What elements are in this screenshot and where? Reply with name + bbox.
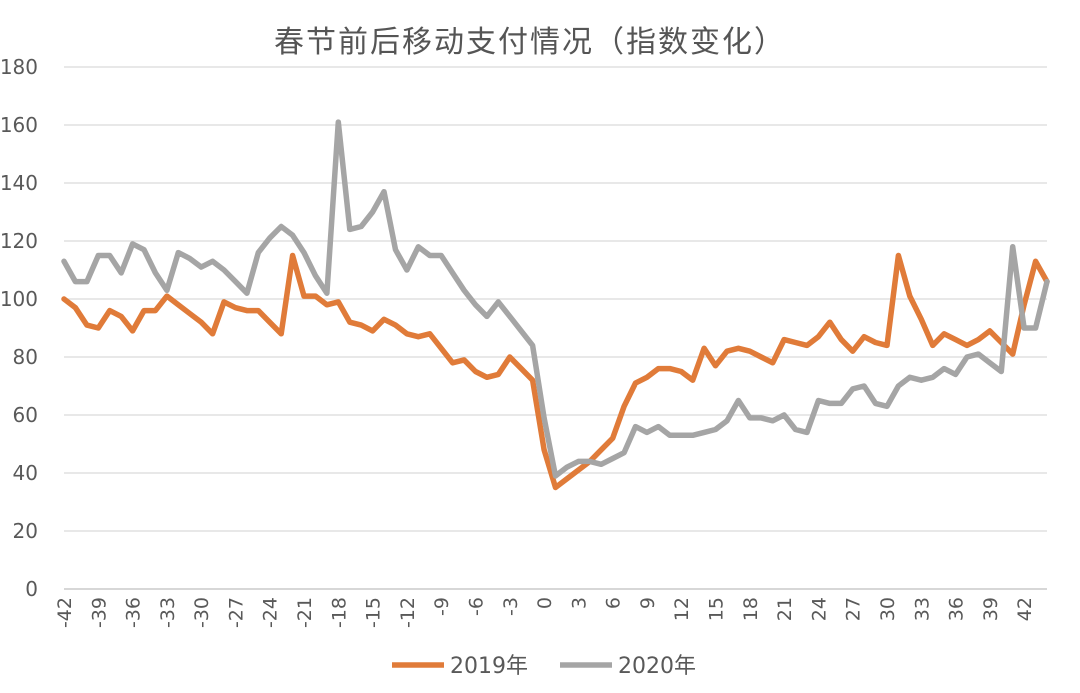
y-tick-label: 20	[13, 519, 38, 543]
x-tick-label: -6	[465, 597, 487, 616]
y-tick-label: 60	[13, 403, 38, 427]
x-tick-label: -36	[123, 597, 145, 628]
legend-label: 2020年	[618, 654, 696, 679]
x-tick-label: 12	[671, 597, 693, 621]
y-tick-label: 0	[25, 577, 38, 601]
x-tick-label: 36	[946, 597, 968, 621]
x-tick-label: 30	[877, 597, 899, 621]
series-lines	[61, 119, 1050, 491]
x-tick-label: 21	[774, 597, 796, 621]
x-tick-label: -9	[431, 597, 453, 616]
gridlines	[64, 66, 1047, 590]
y-tick-label: 140	[0, 171, 38, 195]
x-tick-label: 15	[706, 597, 728, 621]
x-tick-label: 6	[603, 597, 625, 609]
x-tick-label: -30	[191, 597, 213, 628]
x-tick-label: 24	[808, 597, 830, 621]
x-tick-label: -27	[225, 597, 247, 628]
y-tick-label: 180	[0, 55, 38, 79]
x-tick-label: -21	[294, 597, 316, 628]
x-tick-label: -12	[397, 597, 419, 628]
x-tick-label: 0	[534, 597, 556, 609]
x-tick-label: 3	[568, 597, 590, 609]
x-tick-label: 39	[980, 597, 1002, 621]
x-tick-label: -39	[88, 597, 110, 628]
series-line-2020年	[61, 119, 1050, 479]
y-tick-label: 40	[13, 461, 38, 485]
x-tick-label: 27	[843, 597, 865, 621]
series-line-2019年	[61, 252, 1050, 491]
legend: 2019年 2020年	[392, 654, 696, 679]
y-tick-label: 160	[0, 113, 38, 137]
x-axis-tick-labels: -42 -39 -36 -33 -30 -27 -24 -21 -18 -15 -12 -9 -6 -3 0…	[54, 597, 1036, 628]
y-tick-label: 120	[0, 229, 38, 253]
chart-title: 春节前后移动支付情况（指数变化）	[274, 25, 786, 60]
y-tick-label: 80	[13, 345, 38, 369]
x-tick-label: -42	[54, 597, 76, 628]
x-tick-label: 18	[740, 597, 762, 621]
legend-label: 2019年	[450, 654, 528, 679]
x-tick-label: -15	[363, 597, 385, 628]
y-axis-tick-labels: 0 20 40 60 80 100 120 140 160 180	[0, 55, 38, 601]
x-tick-label: 9	[637, 597, 659, 609]
x-tick-label: -3	[500, 597, 522, 616]
x-tick-label: 33	[911, 597, 933, 621]
y-tick-label: 100	[0, 287, 38, 311]
x-tick-label: -33	[157, 597, 179, 628]
x-tick-label: -18	[328, 597, 350, 628]
x-tick-label: -24	[260, 597, 282, 628]
x-tick-label: 42	[1014, 597, 1036, 621]
